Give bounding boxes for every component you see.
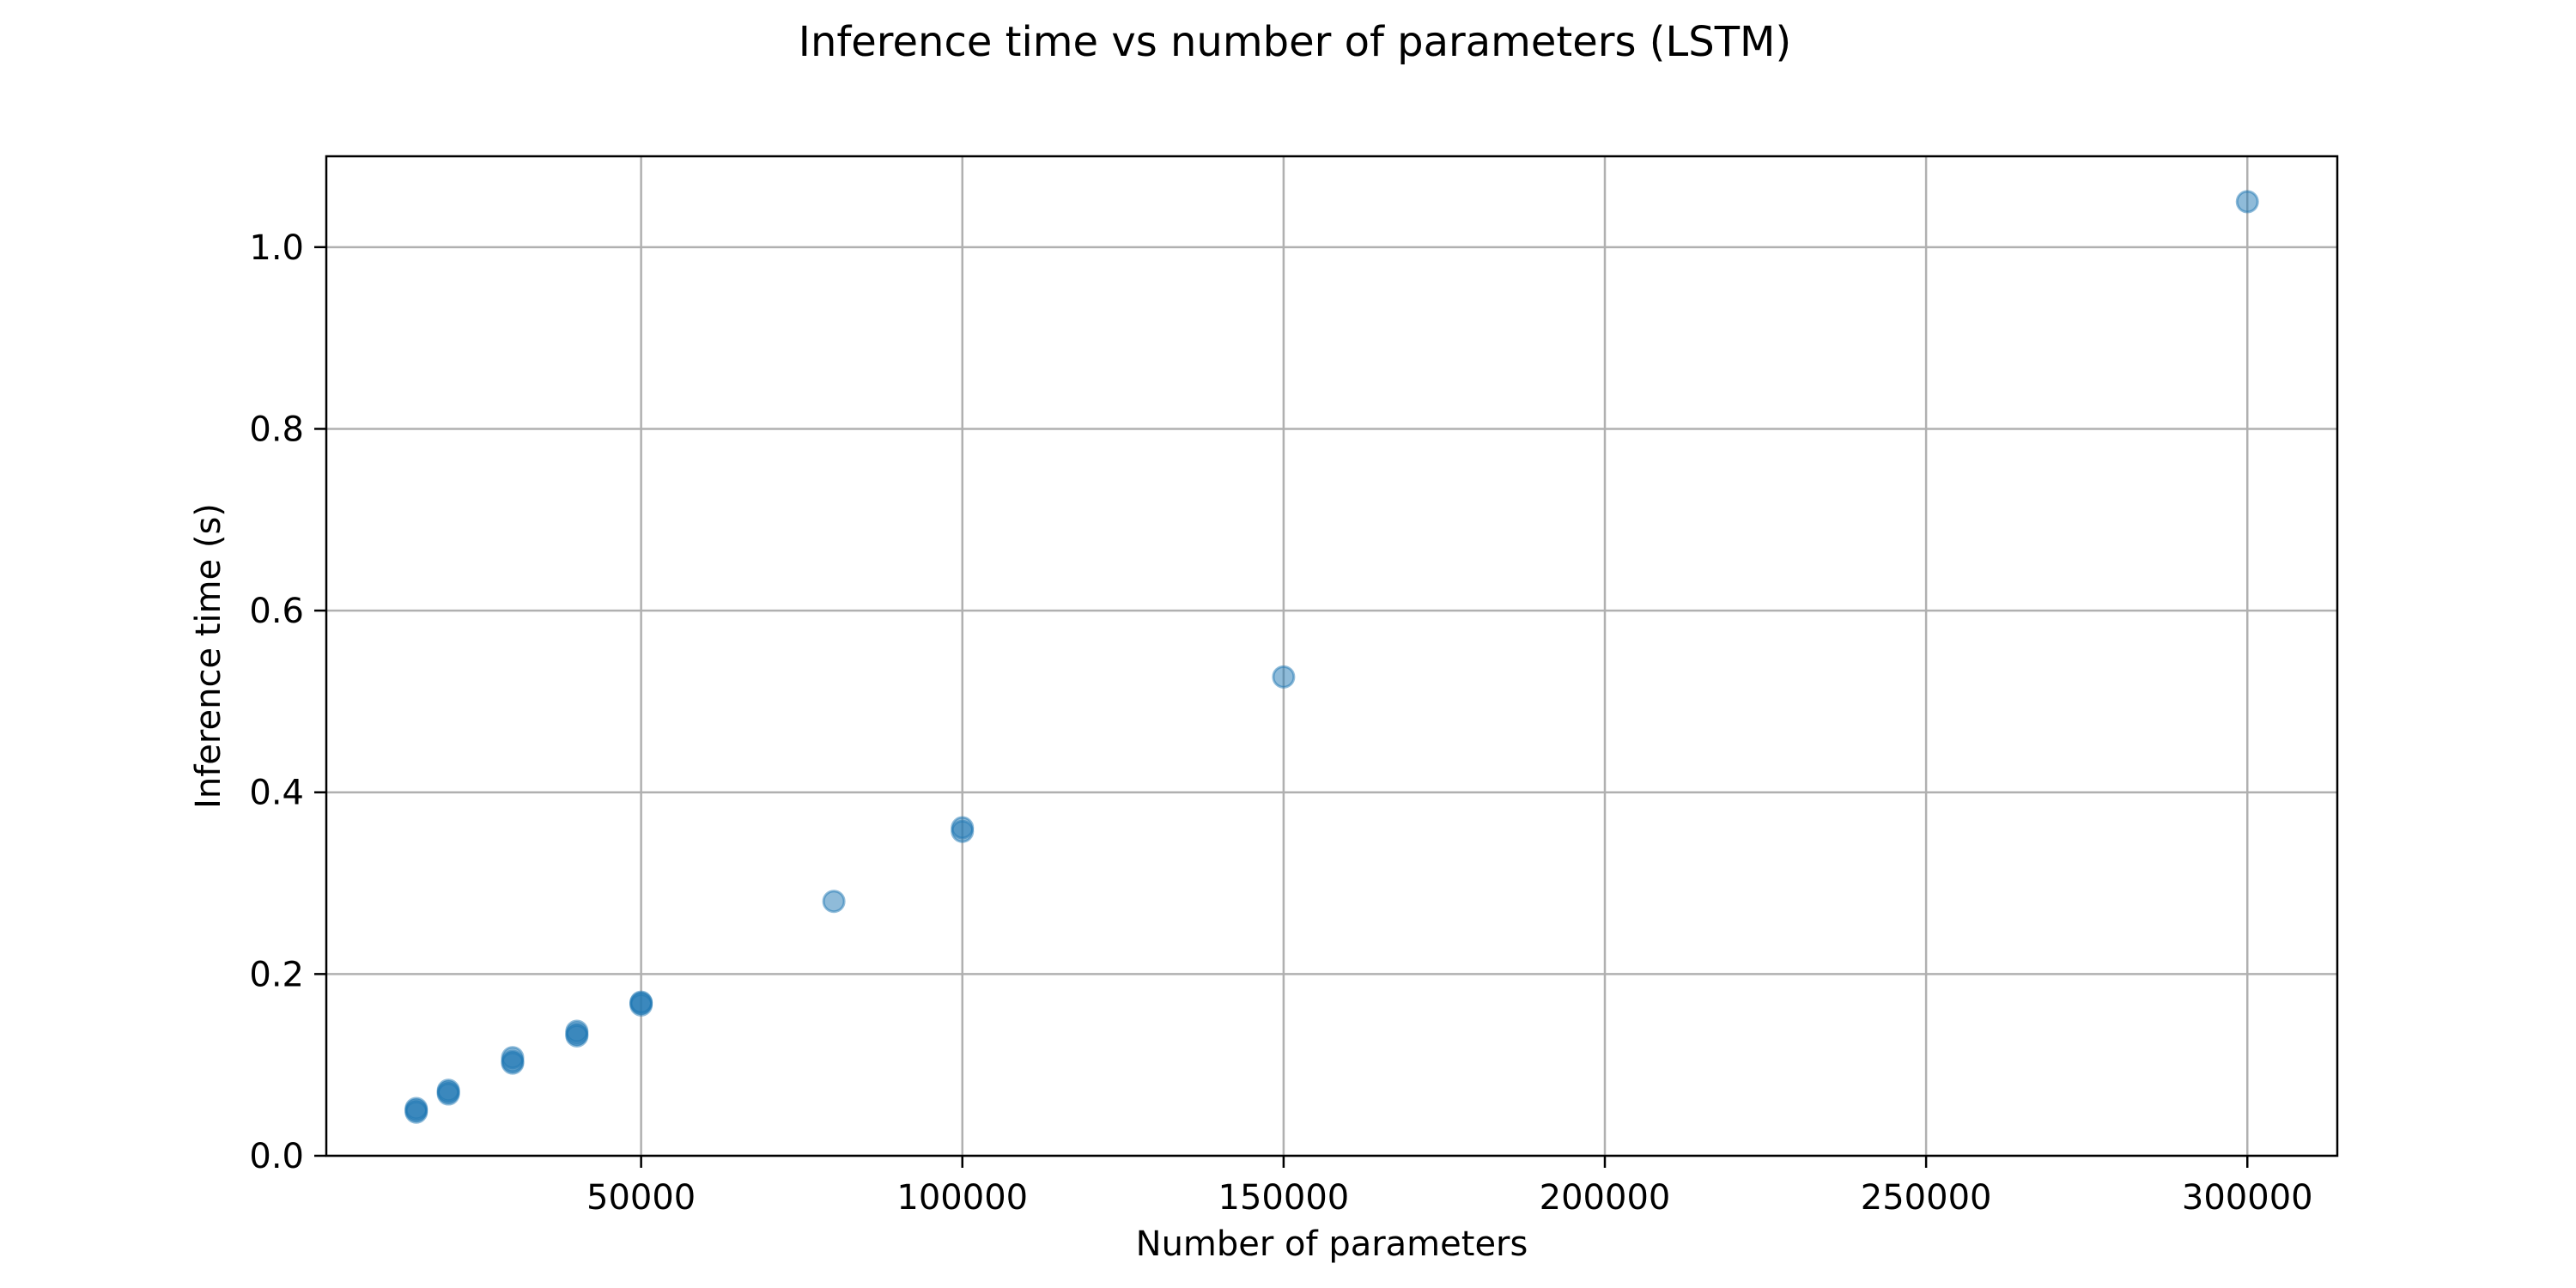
data-point — [501, 1049, 525, 1073]
data-point — [822, 890, 846, 914]
y-axis-label: Inference time (s) — [189, 503, 228, 809]
x-axis-label: Number of parameters — [1136, 1224, 1528, 1264]
y-tick-label: 0.2 — [249, 955, 304, 994]
data-point — [565, 1022, 589, 1046]
data-point — [2235, 190, 2259, 214]
data-point — [629, 991, 653, 1015]
plot-frame — [325, 155, 2339, 1157]
x-tick-label: 50000 — [586, 1178, 696, 1218]
x-tick-label: 250000 — [1861, 1178, 1992, 1218]
axis-ticks: 50000 100000 150000 200000 250000 300000 0.0 0.… — [249, 228, 2312, 1218]
x-tick-label: 150000 — [1218, 1178, 1350, 1218]
data-point — [951, 816, 975, 840]
x-tick-label: 100000 — [896, 1178, 1028, 1218]
data-point — [404, 1098, 428, 1122]
data-point — [436, 1080, 460, 1104]
x-tick-label: 200000 — [1540, 1178, 1671, 1218]
y-tick-label: 0.6 — [249, 592, 304, 631]
y-tick-label: 1.0 — [249, 228, 304, 268]
y-tick-label: 0.4 — [249, 774, 304, 813]
data-point — [1272, 665, 1296, 689]
chart-title: Inference time vs number of parameters (… — [799, 18, 1791, 66]
y-tick-label: 0.0 — [249, 1137, 304, 1176]
x-tick-label: 300000 — [2182, 1178, 2313, 1218]
y-tick-label: 0.8 — [249, 410, 304, 449]
data-points — [404, 190, 2259, 1124]
